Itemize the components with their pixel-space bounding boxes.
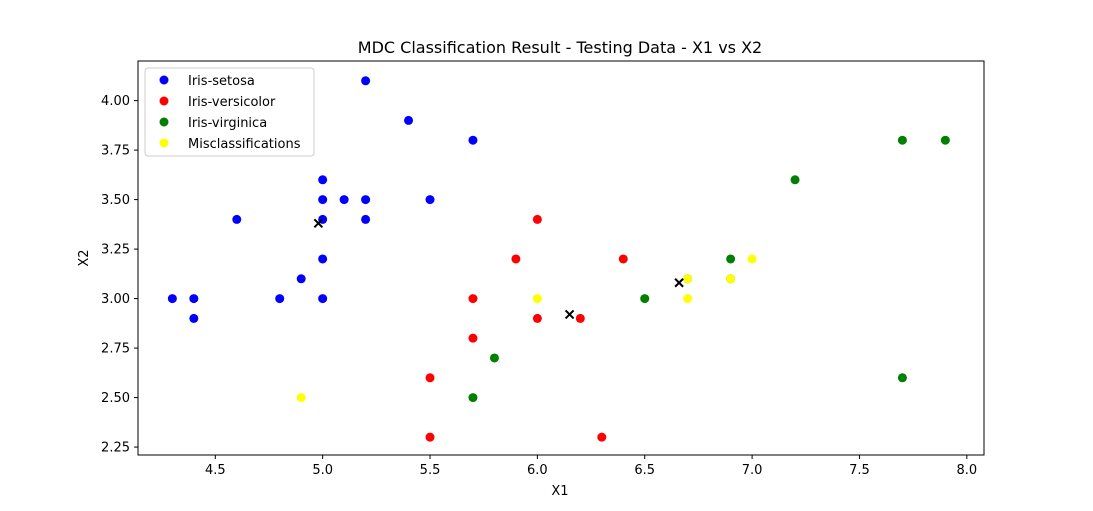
- point-iris-setosa-11: [318, 254, 328, 264]
- point-iris-virginica-0: [897, 135, 907, 145]
- y-tick-label-0: 2.25: [101, 441, 130, 456]
- point-iris-setosa-16: [318, 294, 328, 304]
- point-iris-setosa-8: [232, 214, 242, 224]
- point-iris-versicolor-2: [618, 254, 628, 264]
- y-axis: 2.25 2.50 2.75 3.00 3.25 3.50 3.75 4.00: [101, 94, 138, 456]
- point-misclassifications-0: [683, 274, 693, 284]
- point-iris-setosa-2: [468, 135, 478, 145]
- x-tick-label-0: 4.5: [205, 463, 226, 478]
- x-tick-label-4: 6.5: [634, 463, 655, 478]
- point-iris-versicolor-4: [532, 313, 542, 323]
- point-iris-setosa-4: [318, 195, 328, 205]
- legend-marker-2: [159, 117, 169, 127]
- point-iris-versicolor-8: [425, 432, 435, 442]
- y-tick-label-6: 3.75: [101, 144, 130, 159]
- y-tick-label-5: 3.50: [101, 193, 130, 208]
- y-tick-label-3: 3.00: [101, 292, 130, 307]
- point-misclassifications-2: [747, 254, 757, 264]
- point-iris-setosa-7: [425, 195, 435, 205]
- point-iris-setosa-5: [339, 195, 349, 205]
- point-iris-versicolor-5: [575, 313, 585, 323]
- point-iris-setosa-10: [361, 214, 371, 224]
- x-tick-label-5: 7.0: [742, 463, 763, 478]
- point-iris-setosa-1: [404, 115, 414, 125]
- x-tick-label-7: 8.0: [956, 463, 977, 478]
- legend-marker-0: [159, 75, 169, 85]
- point-iris-versicolor-6: [468, 333, 478, 343]
- x-tick-label-1: 5.0: [312, 463, 333, 478]
- point-iris-setosa-13: [167, 294, 177, 304]
- x-tick-label-2: 5.5: [420, 463, 441, 478]
- legend: Iris-setosa Iris-versicolor Iris-virginica…: [144, 67, 315, 157]
- point-iris-virginica-2: [790, 175, 800, 185]
- point-iris-virginica-8: [468, 393, 478, 403]
- point-iris-setosa-0: [361, 76, 371, 86]
- point-iris-virginica-6: [640, 294, 650, 304]
- point-iris-virginica-9: [897, 373, 907, 383]
- plot-area: [167, 76, 950, 442]
- point-iris-setosa-3: [318, 175, 328, 185]
- y-tick-label-7: 4.00: [101, 94, 130, 109]
- point-iris-versicolor-3: [468, 294, 478, 304]
- x-tick-label-3: 6.0: [527, 463, 548, 478]
- point-iris-virginica-3: [726, 254, 736, 264]
- point-iris-versicolor-1: [511, 254, 521, 264]
- x-axis-label: X1: [551, 484, 568, 499]
- point-iris-setosa-6: [361, 195, 371, 205]
- x-axis: 4.5 5.0 5.5 6.0 6.5 7.0 7.5 8.0: [205, 455, 977, 478]
- point-misclassifications-3: [532, 294, 542, 304]
- point-iris-setosa-12: [296, 274, 306, 284]
- legend-label-1: Iris-versicolor: [188, 95, 276, 110]
- legend-box: [144, 67, 315, 157]
- point-misclassifications-1: [726, 274, 736, 284]
- point-iris-setosa-17: [189, 313, 199, 323]
- point-misclassifications-4: [683, 294, 693, 304]
- point-iris-virginica-7: [489, 353, 499, 363]
- y-tick-label-1: 2.50: [101, 391, 130, 406]
- y-tick-label-2: 2.75: [101, 342, 130, 357]
- centroid-marker-2: [674, 278, 684, 288]
- point-iris-virginica-1: [940, 135, 950, 145]
- point-iris-setosa-14: [189, 294, 199, 304]
- point-iris-versicolor-9: [597, 432, 607, 442]
- legend-label-0: Iris-setosa: [188, 74, 255, 89]
- y-axis-label: X2: [77, 249, 92, 266]
- legend-label-3: Misclassifications: [188, 137, 301, 152]
- point-iris-versicolor-7: [425, 373, 435, 383]
- point-iris-versicolor-0: [532, 214, 542, 224]
- centroid-marker-1: [564, 309, 575, 320]
- plot-frame: [137, 60, 985, 456]
- y-tick-label-4: 3.25: [101, 243, 130, 258]
- chart-title: MDC Classification Result - Testing Data…: [358, 38, 762, 57]
- legend-marker-1: [159, 96, 169, 106]
- legend-label-2: Iris-virginica: [188, 116, 267, 131]
- legend-marker-3: [159, 138, 169, 148]
- x-tick-label-6: 7.5: [849, 463, 870, 478]
- point-misclassifications-5: [296, 393, 306, 403]
- centroid-marker-0: [313, 218, 324, 229]
- point-iris-setosa-15: [275, 294, 285, 304]
